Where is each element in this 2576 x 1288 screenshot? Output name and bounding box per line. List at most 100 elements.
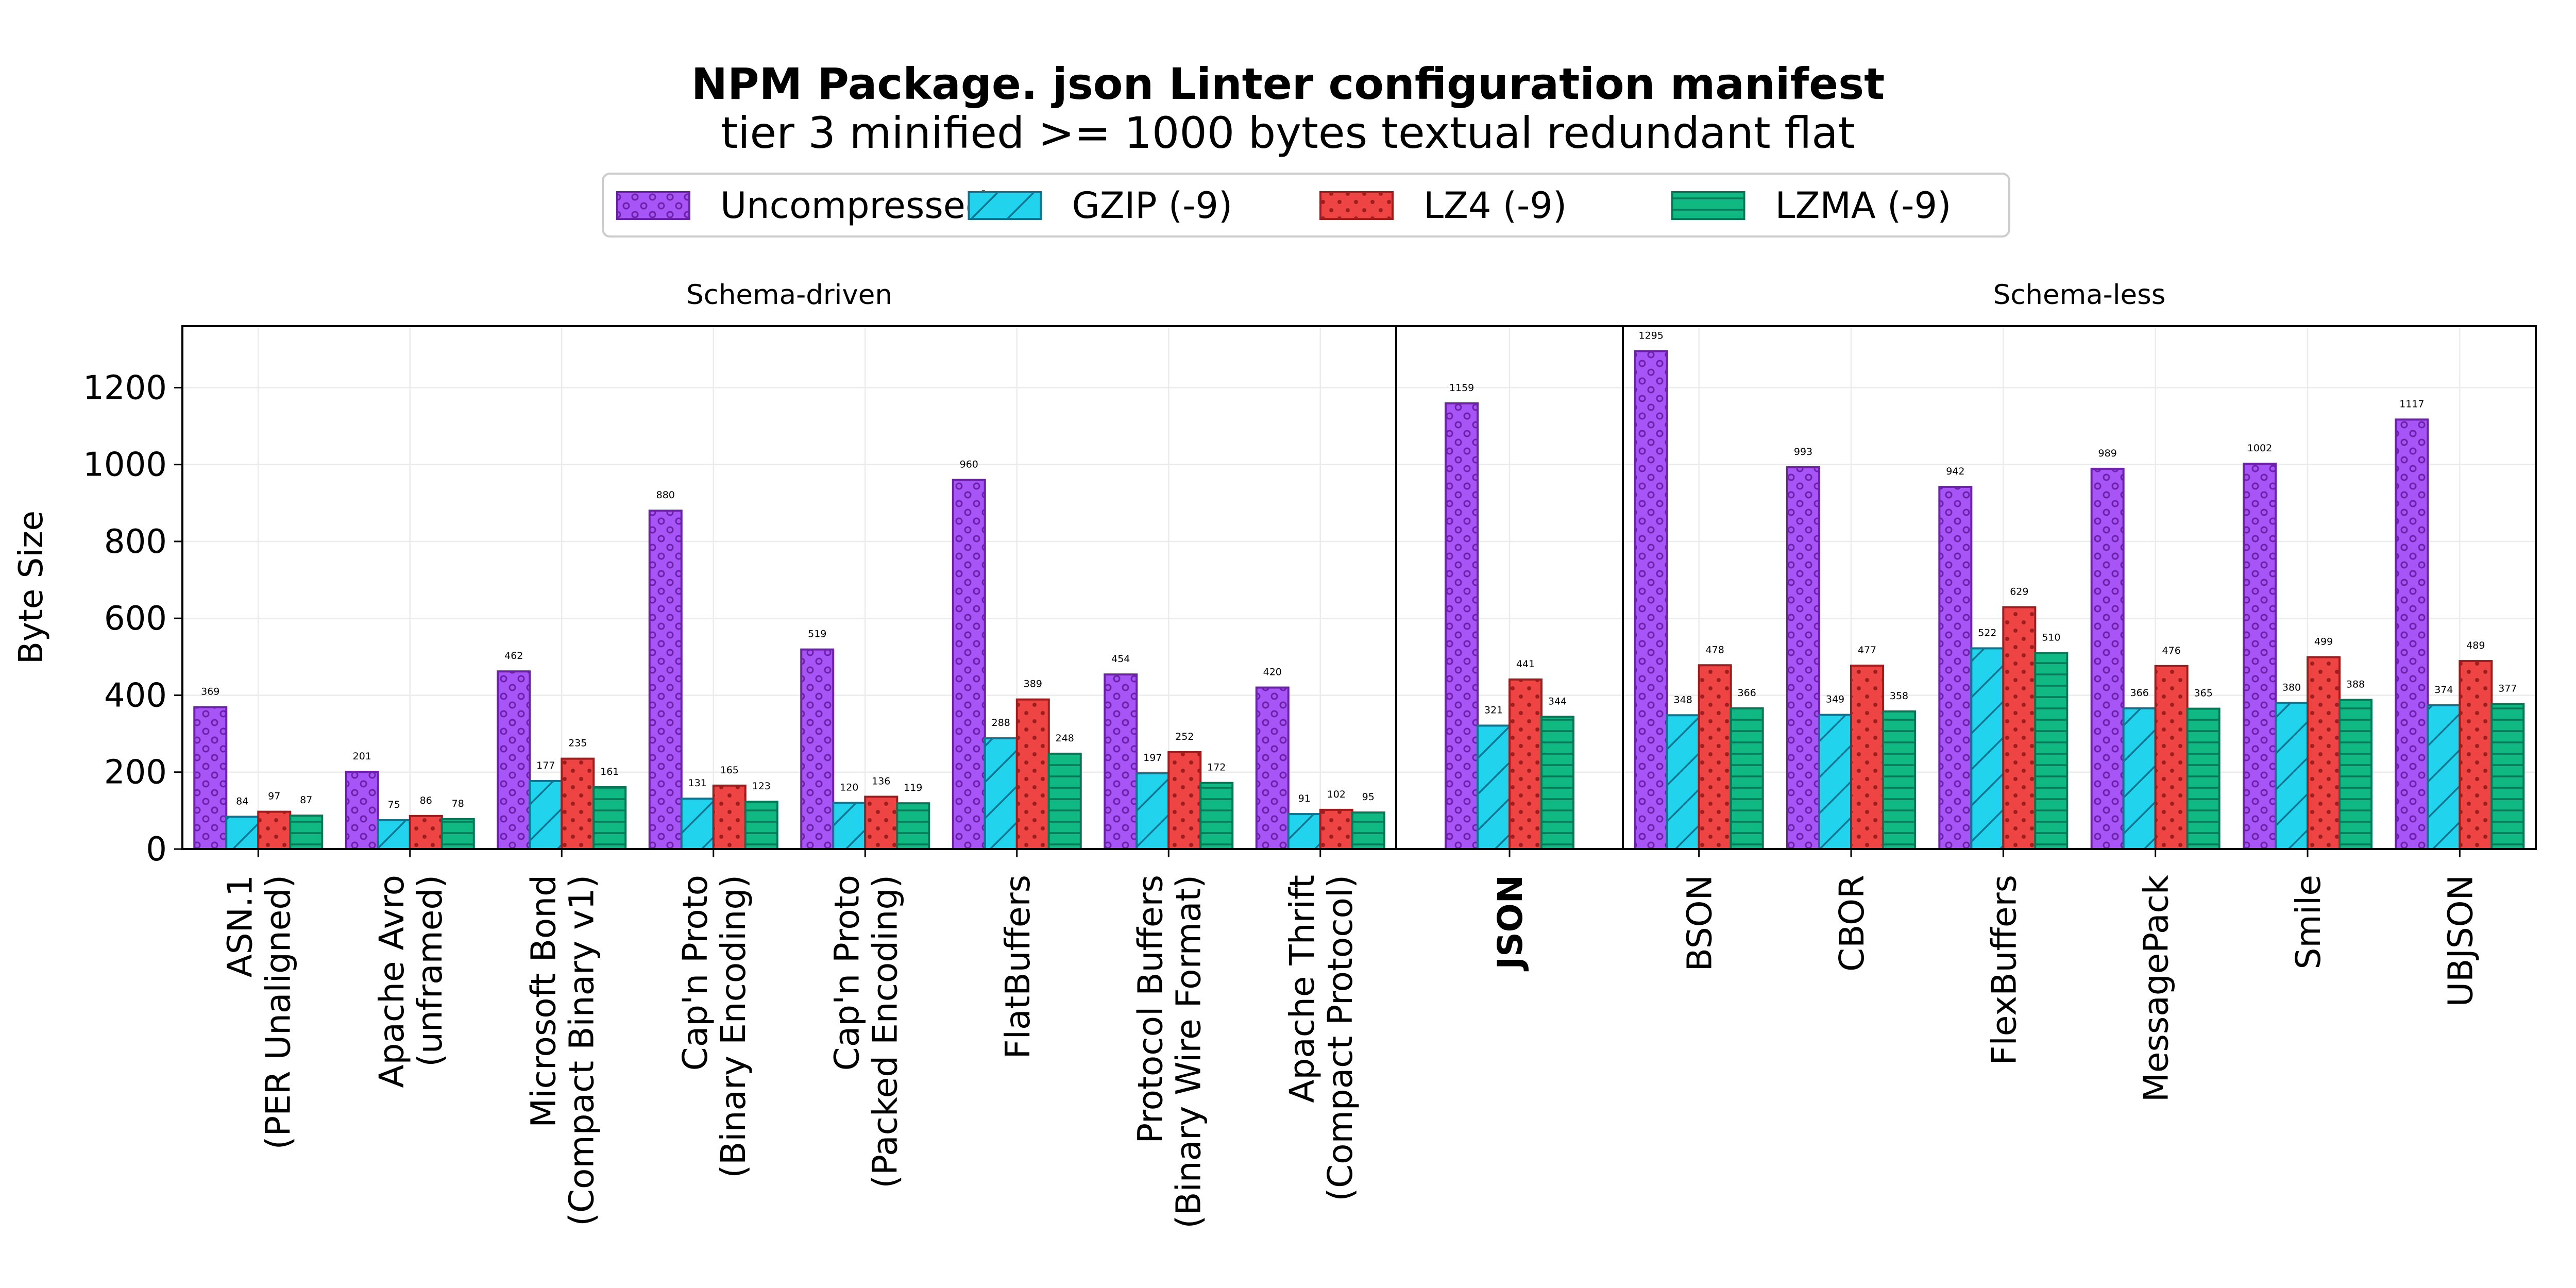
x-tick-label: JSON [1490, 875, 1530, 971]
y-tick-label: 400 [104, 676, 167, 715]
data-label: 1295 [1638, 330, 1663, 342]
x-tick-label: CBOR [1832, 875, 1872, 972]
bar [1477, 724, 1511, 851]
bar [2490, 703, 2525, 850]
bar [1287, 813, 1321, 851]
data-label: 476 [2162, 645, 2181, 656]
bar [1882, 710, 1916, 850]
x-tick-label: UBJSON [2441, 875, 2480, 1007]
x-tick-label: ASN.1(PER Unaligned) [220, 875, 298, 1149]
data-label: 252 [1175, 731, 1194, 742]
legend-swatch [1671, 191, 1745, 220]
bar [896, 802, 930, 850]
data-label: 120 [840, 782, 858, 793]
bar [225, 816, 260, 851]
data-label: 420 [1263, 667, 1282, 678]
data-label: 136 [872, 776, 890, 787]
legend-swatch [968, 191, 1042, 220]
bar [1730, 707, 1764, 850]
bar [561, 757, 595, 851]
panel-frame [1622, 325, 2537, 850]
bar [680, 798, 715, 850]
data-label: 1117 [2399, 398, 2424, 410]
bar [2186, 707, 2221, 850]
y-tick-label: 600 [104, 600, 167, 638]
bar [952, 479, 986, 850]
x-tick-label: BSON [1680, 875, 1720, 971]
bar [529, 779, 563, 851]
data-label: 462 [504, 650, 523, 662]
bar [1634, 350, 1668, 850]
data-label: 380 [2282, 682, 2301, 693]
data-label: 123 [752, 781, 771, 792]
bar [2307, 656, 2341, 851]
data-label: 358 [1890, 690, 1908, 702]
bar [2154, 665, 2189, 850]
data-label: 91 [1298, 793, 1311, 804]
x-tick-label: MessagePack [2137, 874, 2176, 1102]
legend-label: LZ4 (-9) [1423, 184, 1567, 227]
bar [1938, 485, 1973, 850]
data-label: 1159 [1449, 382, 1474, 394]
data-label: 1002 [2247, 443, 2272, 454]
y-tick-label: 1200 [83, 369, 167, 407]
x-tick-label: Protocol Buffers(Binary Wire Format) [1130, 875, 1208, 1229]
bar [1351, 811, 1385, 850]
legend-swatch [616, 191, 690, 220]
data-label: 177 [536, 760, 555, 771]
bar [440, 818, 475, 850]
data-label: 348 [1674, 694, 1692, 705]
data-label: 454 [1111, 653, 1130, 665]
data-label: 197 [1143, 752, 1162, 764]
bar [2243, 463, 2277, 850]
data-label: 441 [1516, 658, 1535, 670]
plot-area: Schema-driven 369 84 97 87 ASN.1(PER Unaligne… [83, 279, 2537, 1229]
bar [1786, 466, 1820, 850]
legend-label: GZIP (-9) [1072, 184, 1233, 227]
bar [1970, 647, 2005, 850]
data-label: 366 [1738, 687, 1756, 699]
bar [1445, 402, 1479, 850]
data-label: 993 [1794, 446, 1812, 457]
legend-swatch [1319, 191, 1394, 220]
bar [1104, 673, 1138, 850]
panel-title: Schema-less [1993, 279, 2166, 311]
x-tick-label: Cap'n Proto(Packed Encoding) [827, 875, 905, 1189]
data-label: 165 [720, 765, 739, 776]
bar [1698, 664, 1732, 850]
bar [1509, 678, 1543, 850]
bar [2090, 467, 2125, 850]
y-tick-label: 200 [104, 754, 167, 792]
bar [1167, 751, 1202, 851]
bar [2427, 704, 2461, 850]
x-tick-label: Cap'n Proto(Binary Encoding) [675, 875, 753, 1178]
data-label: 942 [1946, 466, 1964, 477]
bar [377, 819, 411, 851]
bar [2395, 418, 2429, 850]
bar [648, 510, 683, 850]
data-label: 119 [904, 782, 922, 793]
bar [1818, 714, 1852, 850]
bar [1047, 752, 1082, 850]
legend-frame [602, 173, 2010, 238]
bar [2338, 699, 2372, 851]
data-label: 519 [808, 629, 826, 640]
data-label: 489 [2466, 640, 2485, 651]
data-label: 477 [1858, 645, 1876, 656]
data-label: 78 [452, 798, 464, 809]
data-label: 389 [1024, 679, 1042, 690]
data-label: 522 [1978, 627, 1996, 638]
bar [1136, 772, 1170, 850]
y-tick-label: 800 [104, 523, 167, 561]
x-tick-label: Apache Avro(unframed) [372, 875, 450, 1088]
data-label: 478 [1706, 644, 1724, 655]
data-label: 131 [688, 777, 707, 789]
data-label: 499 [2314, 636, 2333, 648]
data-label: 366 [2130, 687, 2149, 699]
bar [592, 786, 627, 851]
data-label: 388 [2346, 679, 2365, 690]
legend-label: Uncompressed [720, 184, 988, 227]
x-tick-label: Apache Thrift(Compact Protocol) [1282, 875, 1360, 1201]
bar [712, 784, 747, 850]
bar [2459, 660, 2493, 851]
